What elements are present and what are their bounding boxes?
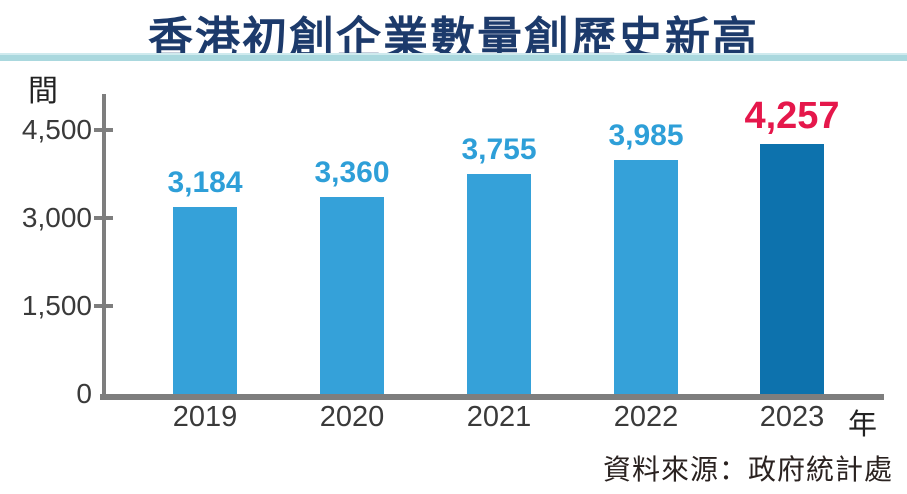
x-tick-label-2019: 2019 <box>172 401 238 433</box>
x-tick-label-2022: 2022 <box>613 401 679 433</box>
x-axis-line <box>100 394 884 400</box>
y-tick-label: 3,000 <box>21 202 92 233</box>
source-note: 資料來源：政府統計處 <box>602 455 893 486</box>
bar-2022 <box>614 160 678 394</box>
x-tick-label-2023: 2023 <box>759 401 825 433</box>
title-divider-line <box>0 53 907 61</box>
bar-value-label-2020: 3,360 <box>314 156 390 189</box>
y-axis-unit-label: 間 <box>28 75 58 108</box>
bar-value-label-2023: 4,257 <box>744 95 840 137</box>
bar-value-label-2019: 3,184 <box>167 166 243 199</box>
x-tick-label-2020: 2020 <box>319 401 385 433</box>
y-tick-mark <box>94 216 113 220</box>
y-tick-mark <box>94 304 113 308</box>
y-tick-mark <box>94 128 113 132</box>
x-tick-label-2021: 2021 <box>466 401 532 433</box>
x-axis-unit-label: 年 <box>848 409 878 441</box>
y-tick-label: 0 <box>76 378 92 409</box>
y-tick-label: 4,500 <box>21 114 92 145</box>
bar-value-label-2021: 3,755 <box>461 133 537 166</box>
bar-value-label-2022: 3,985 <box>608 119 684 152</box>
bar-2020 <box>320 197 384 394</box>
y-axis-line <box>102 94 106 400</box>
y-tick-label: 1,500 <box>21 290 92 321</box>
bar-2019 <box>173 207 237 394</box>
bar-2023 <box>760 144 824 394</box>
bar-2021 <box>467 174 531 394</box>
